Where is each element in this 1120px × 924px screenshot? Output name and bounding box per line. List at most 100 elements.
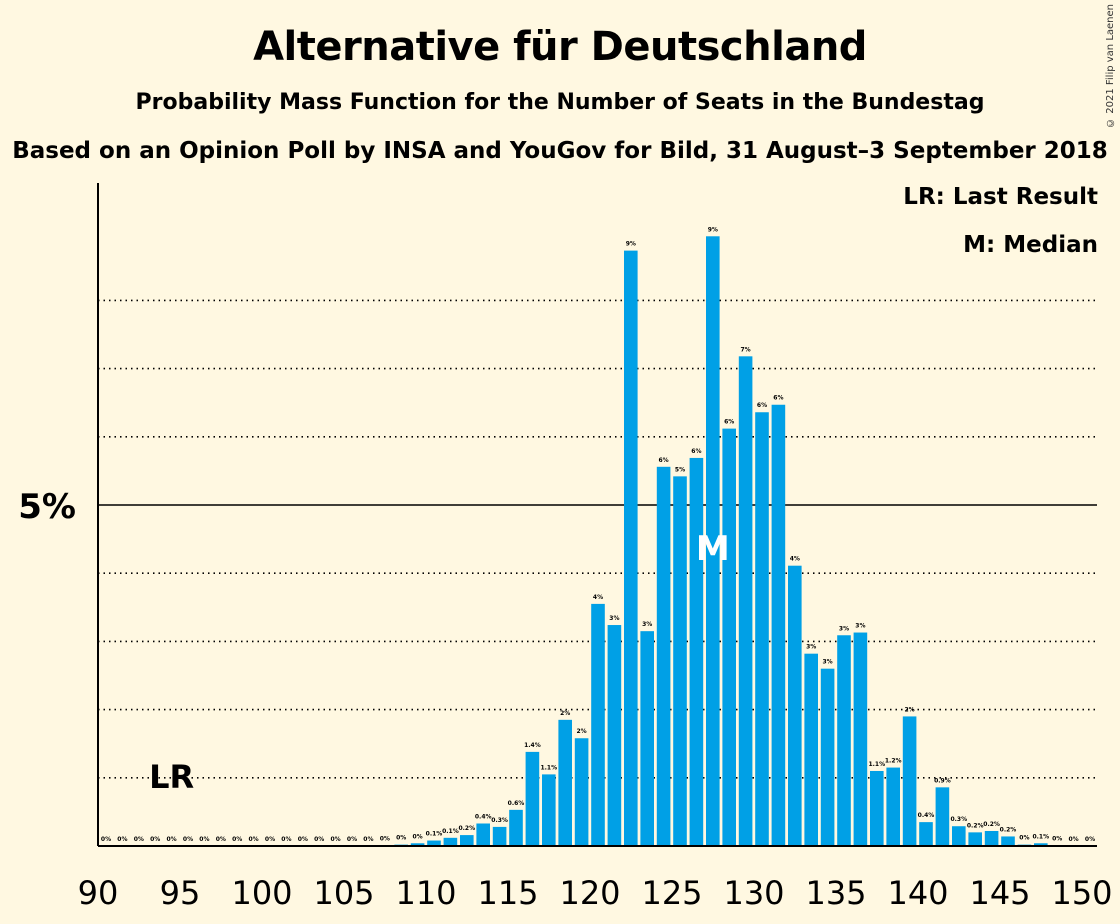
legend-median: M: Median [963, 232, 1098, 258]
bar-value-label: 6% [659, 457, 669, 464]
bar-value-label: 0% [232, 836, 242, 843]
bar-value-label: 0% [347, 836, 357, 843]
last-result-marker: LR [149, 758, 194, 796]
bar [853, 632, 868, 846]
bar [542, 774, 556, 846]
bar-value-label: 0% [413, 833, 423, 840]
x-tick-label: 110 [395, 874, 456, 912]
bar-value-label: 0% [298, 836, 308, 843]
bar [755, 412, 769, 846]
bar-value-label: 0% [331, 836, 341, 843]
x-tick-label: 115 [477, 874, 538, 912]
bar [804, 653, 818, 846]
bar-value-label: 0% [363, 836, 373, 843]
bar-value-label: 6% [691, 448, 701, 455]
bar [607, 625, 622, 846]
bar-value-label: 0.4% [918, 812, 935, 819]
bar [886, 767, 900, 846]
bar-value-label: 3% [823, 659, 833, 666]
bar-value-label: 0% [1085, 836, 1095, 843]
bar [919, 822, 933, 846]
bar [771, 404, 786, 846]
x-tick-label: 130 [723, 874, 784, 912]
bar-value-label: 3% [855, 623, 865, 630]
bar-value-label: 3% [806, 644, 816, 651]
bar-value-label: 2% [577, 728, 587, 735]
bar [738, 356, 753, 846]
bar-value-label: 1.4% [524, 742, 541, 749]
bar [525, 751, 540, 846]
bar-value-label: 0% [216, 836, 226, 843]
x-tick-label: 140 [887, 874, 948, 912]
bar-value-label: 0% [199, 836, 209, 843]
bar-value-label: 2% [905, 706, 915, 713]
bar-value-label: 4% [593, 594, 603, 601]
bar [902, 716, 917, 846]
bar-value-label: 7% [741, 346, 751, 353]
bar-value-label: 4% [790, 556, 800, 563]
bar [984, 830, 999, 846]
bar-value-label: 0% [1069, 836, 1079, 843]
bar-value-label: 0.9% [934, 777, 951, 784]
y-tick-label: 5% [18, 487, 76, 527]
bar-value-label: 0.1% [426, 831, 443, 838]
bar [788, 565, 802, 846]
chart-subtitle: Probability Mass Function for the Number… [135, 90, 985, 115]
bar-value-label: 3% [609, 615, 619, 622]
bar-value-label: 0.4% [475, 813, 492, 820]
chart-title: Alternative für Deutschland [253, 24, 867, 70]
bar-value-label: 0% [249, 836, 259, 843]
bar [706, 236, 720, 847]
bar-value-label: 0.6% [508, 800, 525, 807]
bar-value-label: 0.1% [442, 828, 459, 835]
x-tick-label: 145 [969, 874, 1030, 912]
bar-value-label: 0% [314, 836, 324, 843]
bar [722, 428, 736, 846]
bar-value-label: 0.3% [491, 817, 508, 824]
bar-value-label: 9% [708, 226, 718, 233]
x-tick-label: 125 [641, 874, 702, 912]
x-tick-label: 90 [78, 874, 119, 912]
bar-value-label: 0% [134, 836, 144, 843]
bar-value-label: 1.1% [868, 761, 885, 768]
bar [591, 603, 605, 846]
bar-value-label: 0% [265, 836, 275, 843]
x-tick-label: 150 [1051, 874, 1112, 912]
bar [624, 250, 638, 846]
bar [820, 668, 835, 846]
bar [443, 837, 458, 846]
bar-value-label: 3% [839, 625, 849, 632]
bar-value-label: 0% [117, 836, 127, 843]
bar [574, 738, 589, 846]
bar [1001, 836, 1015, 846]
bar [492, 826, 507, 846]
bar-value-label: 1.2% [885, 758, 902, 765]
bar-value-label: 3% [642, 621, 652, 628]
bar [935, 787, 950, 846]
bar-value-label: 0.2% [1000, 826, 1017, 833]
bar [476, 823, 490, 846]
bar-value-label: 2% [560, 710, 570, 717]
bar-value-label: 5% [675, 466, 685, 473]
bar [509, 809, 523, 846]
bar [837, 635, 851, 846]
legend-last-result: LR: Last Result [903, 184, 1098, 210]
x-tick-label: 100 [231, 874, 292, 912]
bar-value-label: 0.2% [983, 821, 1000, 828]
bar-value-label: 0% [101, 836, 111, 843]
bar-value-label: 0% [1019, 835, 1029, 842]
x-tick-label: 95 [160, 874, 201, 912]
bar [952, 826, 966, 846]
bar-value-label: 0% [150, 836, 160, 843]
bar-value-label: 6% [773, 395, 783, 402]
bar [427, 840, 441, 846]
bar [673, 476, 687, 846]
bar-value-label: 0% [380, 835, 390, 842]
bar-value-label: 0% [167, 836, 177, 843]
bar-value-label: 0% [281, 836, 291, 843]
bar [1034, 843, 1048, 846]
bar-value-label: 0% [396, 835, 406, 842]
bar-value-label: 0.1% [1032, 833, 1049, 840]
bar-value-label: 0.2% [967, 822, 984, 829]
